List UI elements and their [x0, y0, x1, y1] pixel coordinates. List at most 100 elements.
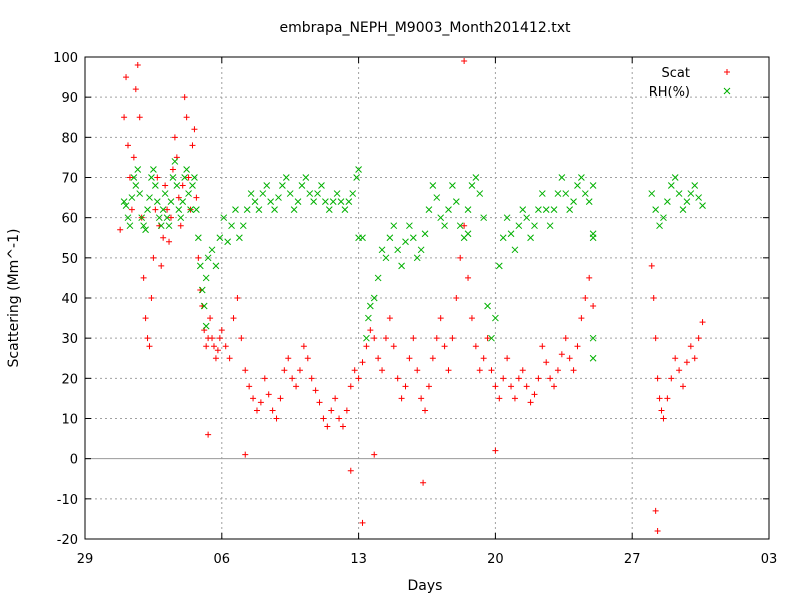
- x-tick-label: 29: [77, 552, 94, 567]
- scat-point: [680, 383, 687, 390]
- scat-point: [508, 383, 515, 390]
- scat-point: [183, 114, 190, 121]
- rh-point: [464, 206, 472, 213]
- rh-point: [216, 234, 224, 242]
- rh-point: [374, 274, 382, 282]
- rh-point: [150, 166, 157, 173]
- scat-point: [484, 335, 491, 342]
- rh-point: [132, 182, 140, 189]
- rh-point: [124, 214, 132, 222]
- scat-point: [687, 343, 694, 350]
- scat-point: [160, 234, 167, 241]
- scat-point: [496, 395, 503, 402]
- scat-point: [332, 395, 339, 402]
- rh-point: [675, 190, 683, 197]
- rh-point: [648, 190, 656, 197]
- rh-point: [433, 194, 441, 201]
- scat-point: [134, 62, 141, 69]
- scat-point: [128, 206, 135, 213]
- scat-point: [209, 335, 216, 342]
- scat-point: [461, 222, 468, 229]
- rh-point: [452, 198, 460, 205]
- scat-point: [328, 407, 335, 414]
- scat-point: [152, 206, 159, 213]
- legend-marker-scat: [724, 69, 730, 75]
- scat-point: [480, 355, 487, 362]
- legend-label-scat: Scat: [662, 66, 690, 81]
- y-tick-label: 30: [61, 332, 78, 347]
- rh-point: [298, 182, 306, 189]
- scat-point: [554, 367, 561, 374]
- scat-point: [304, 355, 311, 362]
- rh-point: [511, 246, 519, 254]
- scat-point: [449, 335, 456, 342]
- scat-point: [386, 315, 393, 322]
- scat-point: [695, 335, 702, 342]
- scat-point: [222, 343, 229, 350]
- rh-point: [554, 190, 562, 197]
- rh-point: [495, 262, 503, 270]
- scat-point: [205, 431, 212, 438]
- scat-point: [422, 407, 429, 414]
- scat-point: [269, 407, 276, 414]
- scat-point: [238, 335, 245, 342]
- rh-point: [341, 206, 349, 213]
- scat-point: [146, 343, 153, 350]
- rh-point: [318, 182, 325, 189]
- scat-point: [273, 415, 280, 422]
- scat-point: [578, 315, 585, 322]
- scat-point: [543, 359, 550, 366]
- scat-point: [347, 467, 354, 474]
- rh-point: [325, 206, 333, 213]
- rh-point: [194, 234, 202, 242]
- rh-point: [355, 234, 362, 242]
- rh-point: [155, 214, 163, 222]
- scat-point: [590, 303, 597, 310]
- y-tick-label: 40: [61, 292, 78, 307]
- scat-point: [650, 295, 657, 301]
- rh-point: [449, 182, 456, 189]
- rh-point: [562, 190, 570, 197]
- scat-point: [504, 355, 511, 362]
- scat-point: [285, 355, 292, 362]
- rh-point: [503, 214, 511, 222]
- rh-point: [409, 234, 417, 242]
- rh-point: [128, 194, 136, 201]
- scat-point: [359, 359, 366, 366]
- scat-point: [339, 423, 346, 430]
- scat-point: [226, 355, 233, 362]
- scat-point: [500, 375, 507, 382]
- rh-point: [282, 174, 290, 181]
- scat-point: [420, 479, 427, 486]
- rh-point: [546, 222, 554, 230]
- series-rh: [120, 158, 706, 362]
- rh-point: [322, 198, 329, 205]
- scat-point: [123, 74, 130, 81]
- scat-point: [648, 262, 655, 269]
- rh-point: [177, 214, 185, 222]
- rh-point: [120, 198, 128, 205]
- y-tick-label: 90: [61, 91, 78, 106]
- y-axis-title: Scattering (Mm^-1): [6, 229, 22, 368]
- rh-point: [232, 206, 239, 213]
- rh-point: [398, 262, 405, 270]
- rh-point: [153, 198, 161, 205]
- scat-point: [193, 194, 200, 201]
- scat-point: [203, 343, 210, 350]
- rh-point: [527, 234, 534, 242]
- rh-point: [691, 182, 699, 189]
- rh-point: [437, 214, 445, 222]
- scat-point: [465, 274, 472, 281]
- rh-point: [679, 206, 687, 213]
- scat-point: [293, 383, 300, 390]
- y-tick-label: 80: [61, 131, 78, 146]
- x-tick-label: 20: [487, 552, 504, 567]
- scat-point: [570, 367, 577, 374]
- scat-point: [265, 391, 272, 398]
- scat-point: [312, 387, 319, 394]
- series-scat: [117, 58, 706, 534]
- rh-point: [464, 230, 472, 238]
- scat-point: [189, 142, 196, 149]
- scat-point: [210, 343, 217, 350]
